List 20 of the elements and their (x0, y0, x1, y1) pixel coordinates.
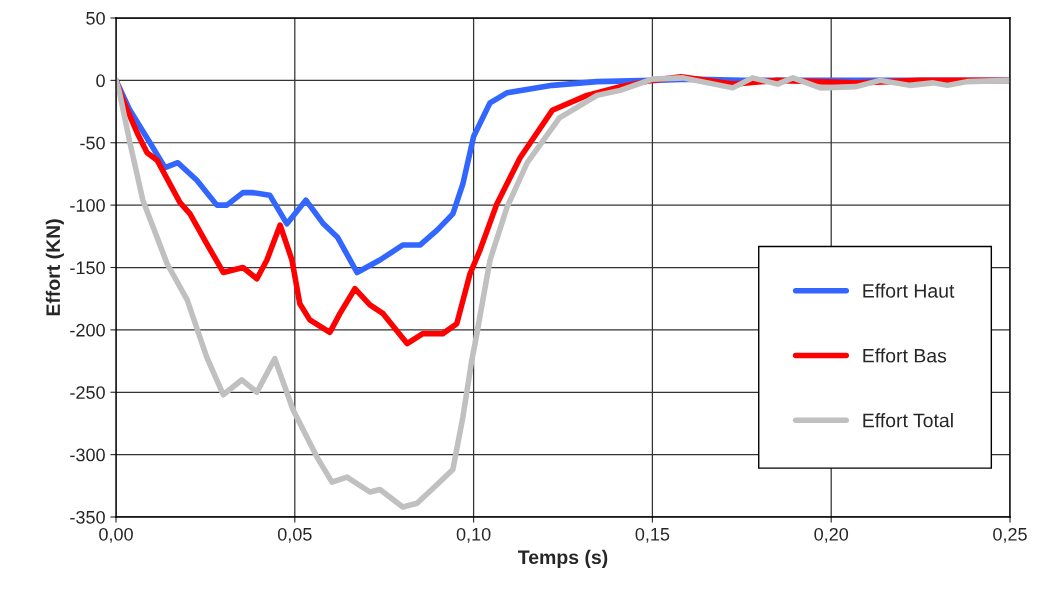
x-tick-label: 0,15 (635, 527, 670, 543)
y-axis-title: Effort (KN) (45, 219, 64, 316)
x-tick-label: 0,10 (456, 527, 491, 543)
y-tick-label: -50 (80, 136, 105, 150)
y-tick-label: -300 (70, 448, 105, 462)
y-tick-label: 50 (86, 11, 105, 25)
y-tick-label: -250 (70, 386, 105, 399)
x-tick-label: 0,25 (993, 527, 1027, 543)
y-tick-label: -150 (70, 261, 105, 275)
legend-label: Effort Total (863, 413, 953, 428)
legend-label: Effort Bas (863, 348, 947, 363)
x-tick-label: 0,05 (277, 527, 312, 543)
y-tick-label: -350 (70, 510, 105, 524)
y-tick-label: -100 (70, 199, 105, 212)
legend-label: Effort Haut (863, 283, 955, 298)
y-tick-label: 0 (96, 74, 105, 88)
x-axis-title: Temps (s) (518, 549, 608, 568)
x-tick-label: 0,00 (99, 527, 133, 543)
y-tick-label: -200 (70, 323, 105, 337)
x-tick-label: 0,20 (814, 527, 849, 543)
